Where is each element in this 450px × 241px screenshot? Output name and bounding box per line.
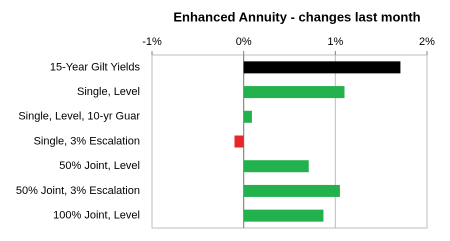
bar: [243, 61, 401, 74]
bar: [243, 110, 252, 123]
chart-title: Enhanced Annuity - changes last month: [173, 9, 420, 24]
bar: [243, 184, 340, 197]
x-tick-label: -1%: [142, 36, 162, 48]
y-tick-label: Single, 3% Escalation: [34, 135, 140, 147]
bar: [243, 160, 309, 173]
x-tick-label: 1%: [327, 36, 343, 48]
bar: [243, 209, 324, 222]
bar: [243, 86, 345, 99]
y-tick-label: Single, Level, 10-yr Guar: [18, 111, 140, 123]
bar: [234, 135, 244, 148]
y-tick-label: 50% Joint, 3% Escalation: [16, 185, 140, 197]
y-tick-label: 100% Joint, Level: [53, 210, 140, 222]
y-tick-label: Single, Level: [77, 86, 140, 98]
plot-frame: [151, 54, 428, 229]
y-tick-label: 50% Joint, Level: [59, 160, 140, 172]
x-tick-label: 2%: [419, 36, 435, 48]
x-tick-label: 0%: [236, 36, 252, 48]
y-tick-label: 15-Year Gilt Yields: [50, 61, 141, 73]
